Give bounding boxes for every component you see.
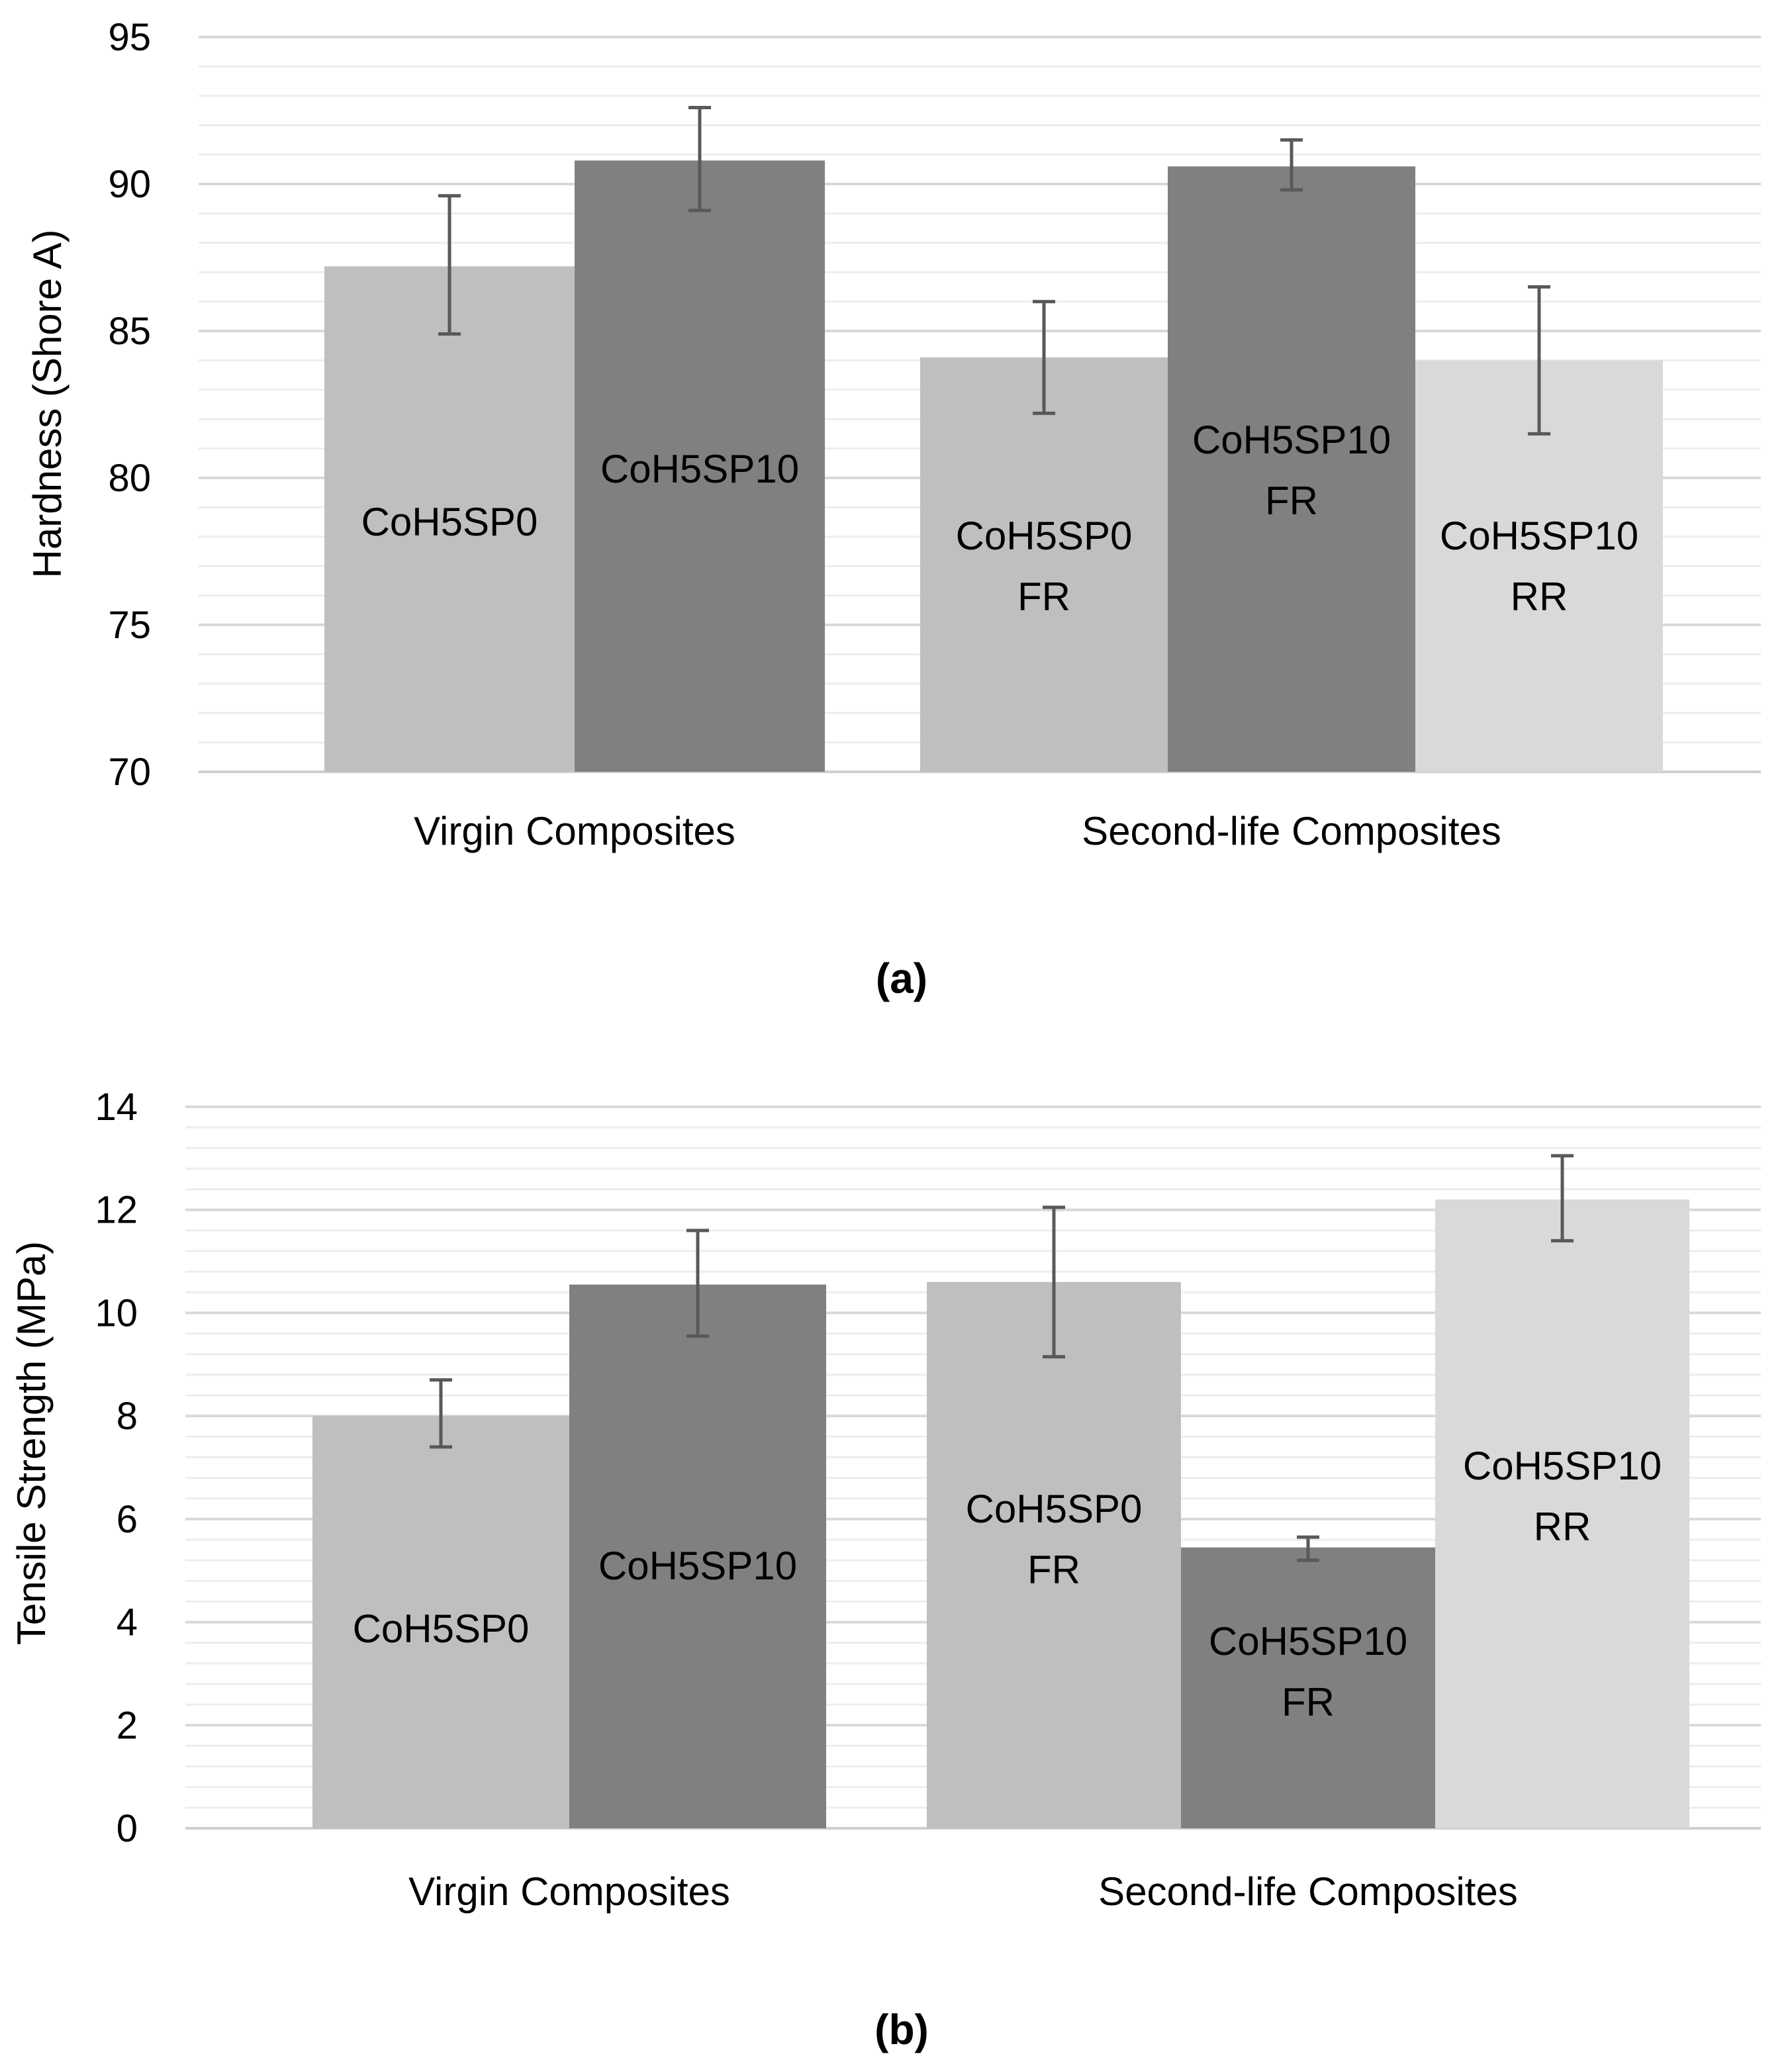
bar-label: CoH5SP0 [966,1487,1143,1531]
bar-label: CoH5SP10 [600,447,799,491]
x-category-label: Virgin Composites [414,809,735,853]
bar-label: CoH5SP0 [361,500,538,544]
bar [569,1284,826,1828]
bar-labels: CoH5SP0 CoH5SP10 CoH5SP0 FR CoH5SP10 FR CoH5SP… [353,1444,1662,1724]
bar-label: RR [1511,575,1568,619]
y-tick-label: 85 [108,310,151,353]
bar-labels: CoH5SP0 CoH5SP10 CoH5SP0 FR CoH5SP10 FR CoH5SP… [361,418,1639,619]
bar [575,160,825,772]
y-tick-label: 95 [108,16,151,59]
x-category-label: Virgin Composites [408,1869,730,1914]
bar [927,1282,1181,1828]
bar [324,266,575,772]
bar-series [324,160,1663,772]
panel-caption: (a) [876,955,927,1002]
bar-label: CoH5SP10 [598,1544,797,1588]
bar-label: FR [1027,1548,1080,1592]
y-axis-label: Tensile Strength (MPa) [9,1241,54,1645]
panel-b-tensile-chart: CoH5SP0 CoH5SP10 CoH5SP0 FR CoH5SP10 FR CoH5SP… [9,1086,1761,2053]
panel-a-hardness-chart: CoH5SP0 CoH5SP10 CoH5SP0 FR CoH5SP10 FR CoH5SP… [25,16,1761,1002]
bar [1181,1547,1435,1828]
bar-label: FR [1017,575,1070,619]
y-tick-label: 90 [108,163,151,206]
bar [1435,1199,1689,1828]
x-category-labels: Virgin Composites Second-life Composites [414,809,1501,853]
bar-label: CoH5SP0 [353,1607,530,1651]
bar-label: FR [1265,479,1318,523]
x-category-label: Second-life Composites [1098,1869,1518,1914]
y-tick-label: 2 [117,1704,138,1747]
y-axis-label: Hardness (Shore A) [25,230,70,579]
bar-label: CoH5SP10 [1440,514,1638,558]
y-tick-label: 0 [117,1807,138,1850]
bar-label: CoH5SP10 [1463,1444,1662,1488]
bar-label: CoH5SP10 [1192,418,1391,462]
y-tick-label: 70 [108,751,151,794]
y-tick-label: 75 [108,604,151,647]
error-bars [438,106,1550,436]
y-tick-label: 4 [117,1601,138,1644]
y-tick-label: 10 [95,1291,138,1334]
error-bars [430,1154,1574,1562]
bar-label: FR [1282,1680,1335,1724]
y-tick-label: 14 [95,1086,138,1129]
bar-series [312,1199,1689,1828]
bar-label: CoH5SP10 [1209,1619,1407,1663]
bar [1168,166,1415,772]
y-tick-labels: 0 2 4 6 8 10 12 14 [95,1086,138,1850]
y-tick-label: 12 [95,1189,138,1232]
x-category-labels: Virgin Composites Second-life Composites [408,1869,1518,1914]
y-tick-label: 8 [117,1395,138,1438]
y-tick-label: 6 [117,1498,138,1541]
y-tick-labels: 70 75 80 85 90 95 [108,16,151,794]
bar [312,1416,569,1828]
bar [920,357,1168,772]
x-category-label: Second-life Composites [1082,809,1501,853]
panel-caption: (b) [874,2006,929,2053]
bar-label: RR [1534,1505,1591,1549]
bar-label: CoH5SP0 [956,514,1133,558]
y-tick-label: 80 [108,457,151,500]
